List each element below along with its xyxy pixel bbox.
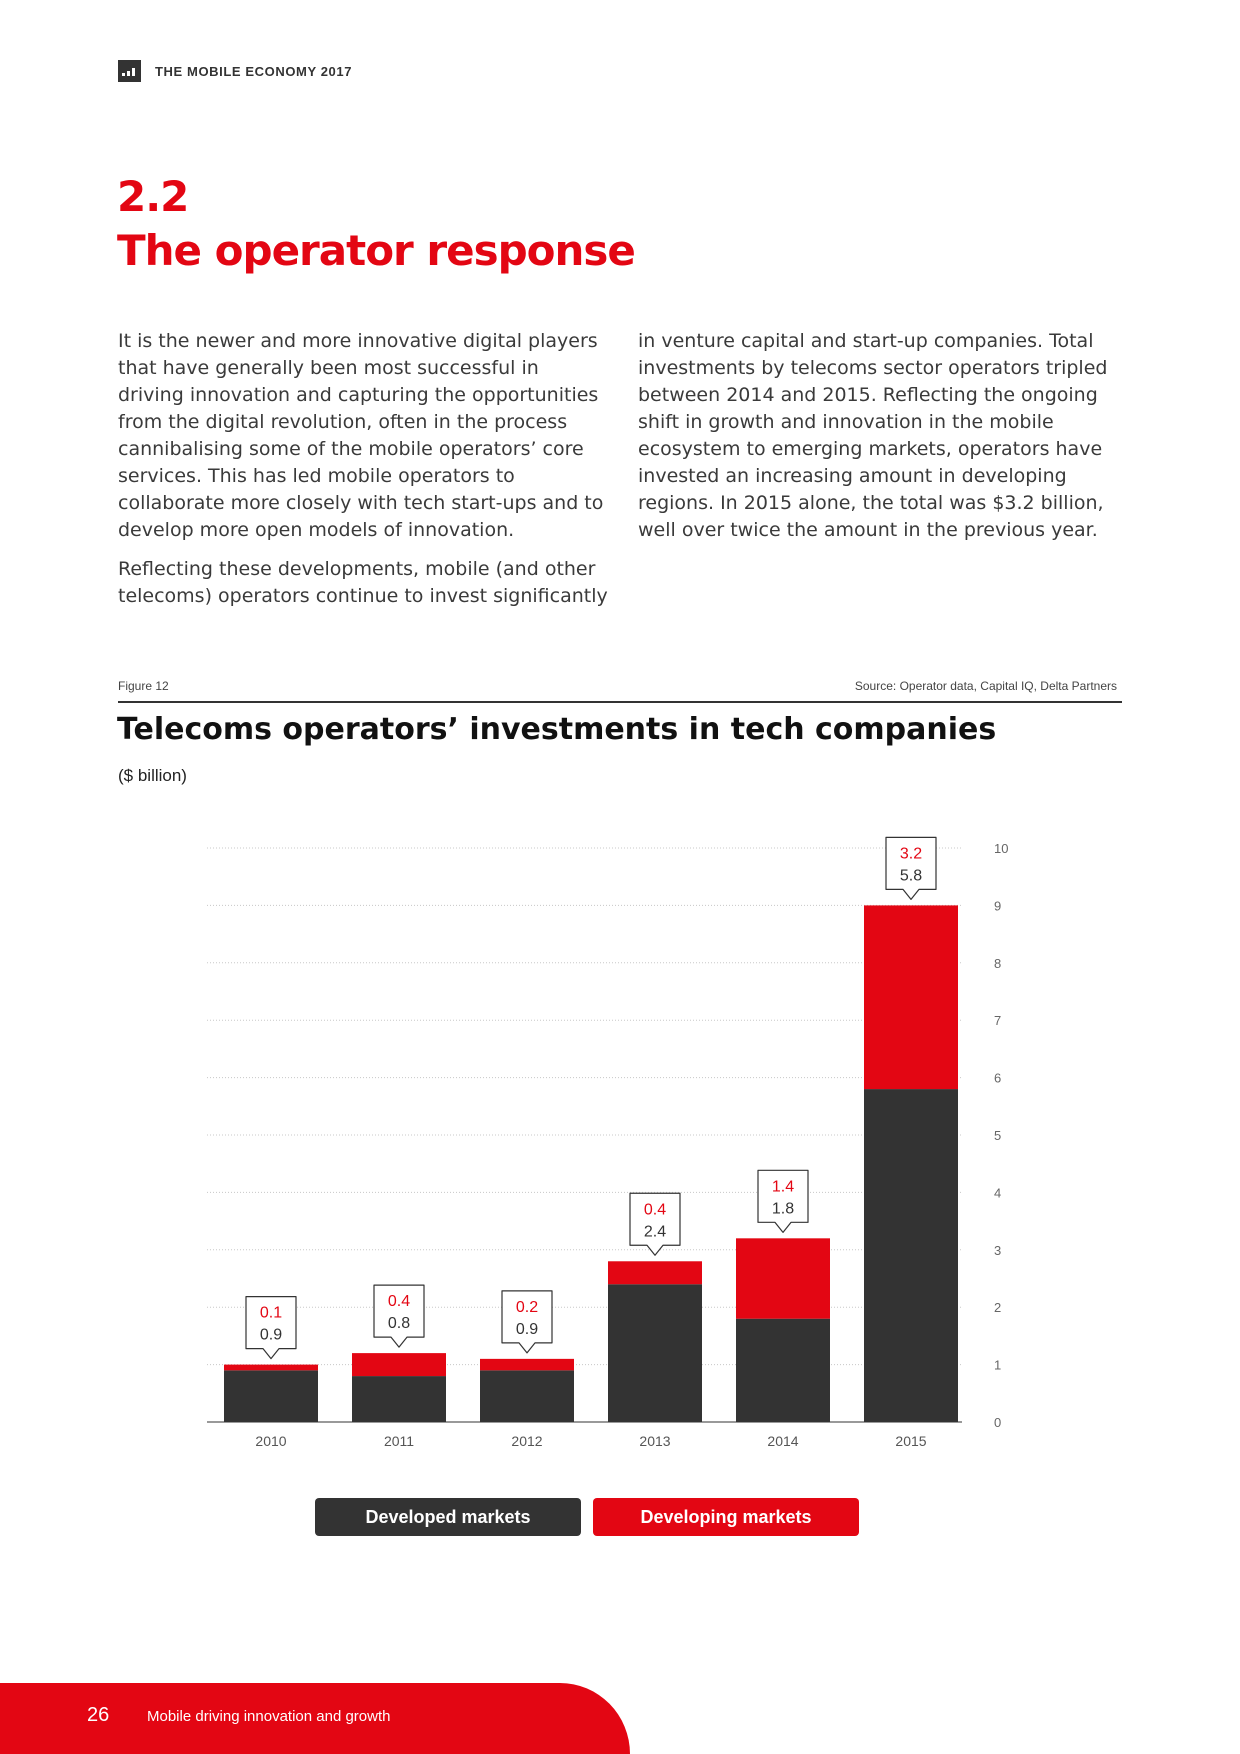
y-tick-label: 7 [994,1013,1001,1028]
bar-developed [352,1376,446,1422]
data-callout [501,1290,553,1354]
section-title: The operator response [117,226,636,275]
figure-divider [118,701,1122,703]
figure-label: Figure 12 [118,679,169,693]
data-label-developed: 0.8 [388,1315,410,1332]
y-tick-label: 6 [994,1071,1001,1086]
data-label-developed: 2.4 [644,1223,666,1240]
x-tick-label: 2011 [384,1433,414,1449]
y-tick-label: 10 [994,841,1008,856]
page-number: 26 [87,1704,110,1726]
data-label-developing: 3.2 [900,845,922,862]
legend-developed-markets: Developed markets [315,1498,581,1536]
data-label-developing: 1.4 [772,1178,794,1195]
data-label-developed: 5.8 [900,867,922,884]
y-tick-label: 1 [994,1358,1001,1373]
data-label-developing: 0.2 [516,1299,538,1316]
x-tick-label: 2013 [639,1433,670,1449]
chart-unit: ($ billion) [118,766,187,785]
data-callout [757,1169,809,1233]
y-tick-label: 5 [994,1128,1001,1143]
y-tick-label: 4 [994,1185,1001,1200]
x-tick-label: 2014 [767,1433,798,1449]
bar-developing [736,1238,830,1319]
paragraph: Reflecting these developments, mobile (a… [118,558,608,607]
data-label-developed: 1.8 [772,1200,794,1217]
footer-text: Mobile driving innovation and growth [147,1708,391,1725]
data-callout [373,1284,425,1348]
data-label-developing: 0.1 [260,1305,282,1322]
data-label-developing: 0.4 [388,1293,410,1310]
paragraph: It is the newer and more innovative digi… [118,330,604,541]
page-header: THE MOBILE ECONOMY 2017 [118,60,352,82]
body-column-left: It is the newer and more innovative digi… [118,328,608,622]
x-tick-label: 2015 [895,1433,926,1449]
bar-developed [224,1370,318,1422]
body-column-right: in venture capital and start-up companie… [638,328,1128,556]
y-tick-label: 0 [994,1415,1001,1430]
bar-developed [480,1370,574,1422]
footer-band [0,1683,630,1754]
x-tick-label: 2012 [511,1433,542,1449]
bar-developing [480,1358,574,1371]
gsma-logo-icon [118,60,141,82]
y-tick-label: 2 [994,1300,1001,1315]
chart-title: Telecoms operators’ investments in tech … [117,712,997,747]
data-callout [245,1296,297,1360]
bar-developed [608,1284,702,1422]
header-title: THE MOBILE ECONOMY 2017 [155,63,353,79]
data-label-developed: 0.9 [516,1321,538,1338]
y-tick-label: 3 [994,1243,1001,1258]
section-number: 2.2 [117,172,189,221]
x-tick-label: 2010 [255,1433,286,1449]
y-tick-label: 9 [994,898,1001,913]
data-callout [629,1192,681,1256]
legend-developing-markets: Developing markets [593,1498,859,1536]
paragraph: in venture capital and start-up companie… [638,330,1108,541]
bar-developed [736,1318,830,1422]
data-label-developing: 0.4 [644,1201,666,1218]
bar-developing [608,1261,702,1285]
data-callout [885,836,937,900]
bar-developed [864,1089,958,1422]
bar-developing [864,905,958,1090]
y-tick-label: 8 [994,956,1001,971]
figure-source: Source: Operator data, Capital IQ, Delta… [854,679,1117,693]
bar-developing [224,1364,318,1371]
data-label-developed: 0.9 [260,1327,282,1344]
bar-developing [352,1353,446,1377]
